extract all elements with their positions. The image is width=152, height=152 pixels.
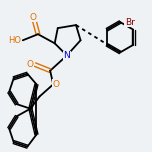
Text: N: N xyxy=(64,51,70,60)
Text: HO: HO xyxy=(8,36,21,45)
Text: O: O xyxy=(26,60,33,69)
Text: Br: Br xyxy=(125,17,135,27)
Text: O: O xyxy=(53,80,60,89)
Text: O: O xyxy=(30,13,37,22)
